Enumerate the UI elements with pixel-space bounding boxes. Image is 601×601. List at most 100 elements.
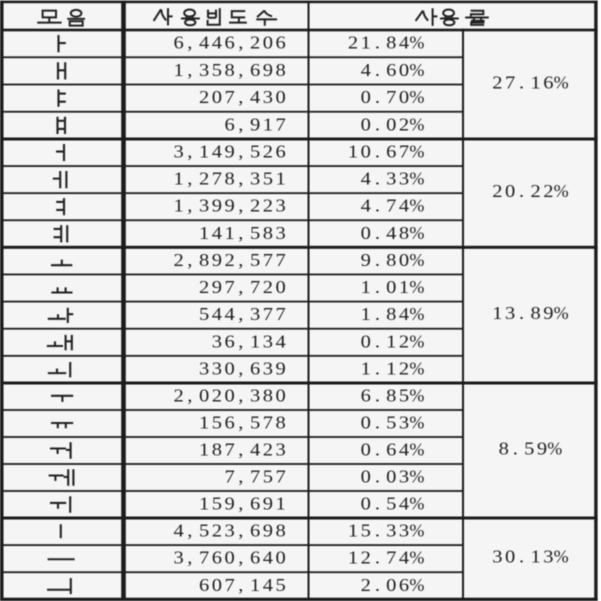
svg-text:8: 8: [275, 61, 285, 81]
svg-text:9: 9: [263, 522, 273, 542]
svg-text:2: 2: [212, 387, 222, 407]
svg-text:5: 5: [386, 414, 396, 434]
svg-text:.: .: [375, 305, 380, 325]
svg-text:1: 1: [275, 170, 285, 190]
svg-text:6: 6: [212, 549, 223, 569]
svg-text:7: 7: [224, 468, 235, 488]
svg-text:2: 2: [199, 88, 209, 108]
svg-text:.: .: [375, 441, 380, 461]
svg-text:1: 1: [275, 495, 285, 515]
svg-text:5: 5: [263, 468, 273, 488]
svg-text:,: ,: [187, 34, 192, 54]
svg-text:7: 7: [399, 143, 410, 163]
svg-text:%: %: [554, 181, 569, 201]
svg-text:.: .: [375, 360, 380, 380]
svg-text:6: 6: [224, 34, 235, 54]
svg-text:3: 3: [199, 360, 209, 380]
svg-text:7: 7: [263, 305, 274, 325]
svg-text:3: 3: [250, 387, 260, 407]
svg-text:%: %: [409, 440, 424, 460]
svg-text:8: 8: [386, 305, 396, 325]
svg-text:7: 7: [275, 115, 286, 135]
svg-text:,: ,: [238, 224, 243, 244]
svg-text:4: 4: [399, 197, 410, 217]
svg-text:.: .: [519, 548, 524, 568]
svg-text:0: 0: [275, 88, 285, 108]
svg-text:7: 7: [275, 468, 286, 488]
svg-text:5: 5: [250, 251, 260, 271]
svg-text:%: %: [409, 114, 424, 134]
svg-text:,: ,: [238, 441, 243, 461]
svg-text:,: ,: [238, 115, 243, 135]
svg-text:6: 6: [399, 576, 410, 596]
svg-text:6: 6: [224, 332, 235, 352]
svg-text:6: 6: [386, 143, 397, 163]
svg-text:%: %: [409, 142, 424, 162]
svg-text:,: ,: [238, 576, 243, 596]
svg-text:2: 2: [199, 170, 209, 190]
svg-text:6: 6: [361, 387, 372, 407]
svg-text:1: 1: [530, 548, 540, 568]
svg-text:4: 4: [399, 34, 410, 54]
svg-text:0: 0: [212, 576, 222, 596]
svg-text:0: 0: [275, 278, 285, 298]
svg-text:2: 2: [263, 441, 273, 461]
svg-text:%: %: [409, 358, 424, 378]
svg-text:3: 3: [399, 522, 409, 542]
svg-text:6: 6: [250, 61, 261, 81]
svg-text:3: 3: [250, 305, 260, 325]
svg-text:,: ,: [238, 468, 243, 488]
svg-text:9: 9: [212, 197, 222, 217]
svg-text:7: 7: [224, 576, 235, 596]
svg-text:,: ,: [238, 61, 243, 81]
svg-text:9: 9: [543, 304, 553, 324]
svg-text:0: 0: [386, 468, 396, 488]
svg-text:%: %: [554, 73, 569, 93]
svg-text:,: ,: [238, 170, 243, 190]
svg-text:2: 2: [212, 522, 222, 542]
svg-text:9: 9: [212, 251, 222, 271]
svg-text:4: 4: [275, 332, 286, 352]
svg-text:2: 2: [399, 332, 409, 352]
svg-text:6: 6: [386, 61, 397, 81]
svg-text:9: 9: [263, 495, 273, 515]
svg-text:6: 6: [224, 414, 235, 434]
svg-text:7: 7: [386, 549, 397, 569]
svg-text:1: 1: [348, 143, 358, 163]
svg-text:3: 3: [263, 88, 273, 108]
svg-text:2: 2: [399, 360, 409, 380]
svg-text:1: 1: [199, 224, 209, 244]
svg-text:3: 3: [399, 414, 409, 434]
svg-text:2: 2: [173, 387, 183, 407]
svg-text:8: 8: [199, 251, 209, 271]
svg-text:.: .: [375, 278, 380, 298]
svg-text:1: 1: [386, 332, 396, 352]
svg-text:4: 4: [361, 61, 372, 81]
svg-text:0: 0: [361, 332, 371, 352]
svg-text:.: .: [519, 74, 524, 94]
svg-text:7: 7: [224, 88, 235, 108]
svg-text:.: .: [375, 88, 380, 108]
svg-text:9: 9: [537, 440, 547, 460]
svg-text:3: 3: [199, 61, 209, 81]
svg-text:1: 1: [173, 197, 183, 217]
svg-text:8: 8: [399, 224, 409, 244]
svg-text:0: 0: [224, 549, 234, 569]
svg-text:0: 0: [199, 387, 209, 407]
svg-text:5: 5: [250, 143, 260, 163]
svg-text:3: 3: [212, 332, 222, 352]
svg-text:4: 4: [250, 88, 261, 108]
svg-text:3: 3: [386, 170, 396, 190]
svg-text:,: ,: [238, 414, 243, 434]
svg-text:2: 2: [224, 251, 234, 271]
svg-text:0: 0: [361, 468, 371, 488]
svg-text:4: 4: [212, 305, 223, 325]
svg-text:2: 2: [173, 251, 183, 271]
svg-text:3: 3: [505, 304, 515, 324]
svg-text:0: 0: [212, 88, 222, 108]
svg-text:1: 1: [530, 74, 540, 94]
svg-text:7: 7: [263, 414, 274, 434]
svg-text:7: 7: [275, 251, 286, 271]
svg-text:.: .: [375, 197, 380, 217]
svg-text:2: 2: [250, 34, 260, 54]
